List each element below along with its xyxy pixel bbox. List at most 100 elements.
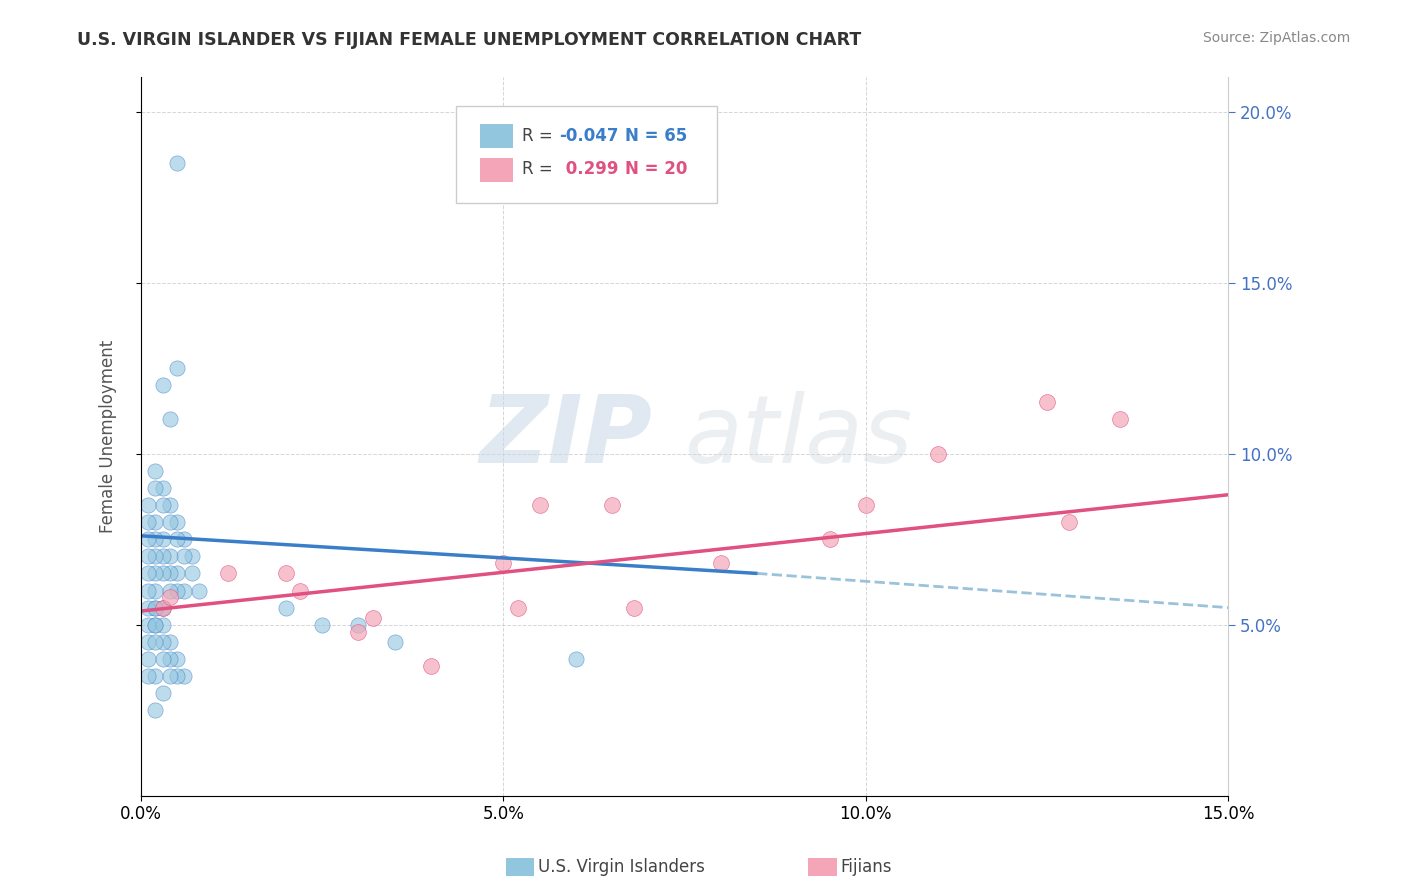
Point	[290, 583, 312, 598]
Point	[145, 600, 167, 615]
Point	[136, 515, 159, 529]
Point	[145, 549, 167, 564]
Point	[818, 533, 841, 547]
Point	[152, 481, 174, 495]
Point	[136, 600, 159, 615]
Point	[145, 600, 167, 615]
Point	[173, 533, 195, 547]
Point	[492, 556, 515, 570]
Text: Fijians: Fijians	[841, 858, 893, 876]
Point	[136, 669, 159, 683]
Point	[152, 652, 174, 666]
Point	[145, 533, 167, 547]
Point	[152, 533, 174, 547]
Point	[159, 549, 181, 564]
Point	[152, 600, 174, 615]
Point	[136, 533, 159, 547]
Point	[136, 583, 159, 598]
Point	[159, 412, 181, 426]
Point	[145, 464, 167, 478]
Point	[145, 617, 167, 632]
Text: atlas: atlas	[685, 391, 912, 482]
Point	[710, 556, 733, 570]
Point	[159, 498, 181, 512]
Point	[506, 600, 529, 615]
Point	[173, 583, 195, 598]
Text: Source: ZipAtlas.com: Source: ZipAtlas.com	[1202, 31, 1350, 45]
Point	[159, 591, 181, 605]
Point	[419, 658, 441, 673]
Point	[152, 549, 174, 564]
Point	[136, 617, 159, 632]
Point	[311, 617, 333, 632]
Text: 0.299: 0.299	[560, 161, 619, 178]
Point	[145, 635, 167, 649]
Point	[623, 600, 645, 615]
Point	[855, 498, 877, 512]
Point	[166, 515, 188, 529]
Point	[145, 566, 167, 581]
Point	[217, 566, 239, 581]
Point	[180, 549, 202, 564]
Point	[1036, 395, 1059, 409]
Text: R =: R =	[522, 161, 558, 178]
Text: R =: R =	[522, 127, 558, 145]
Point	[152, 498, 174, 512]
Point	[166, 566, 188, 581]
Point	[152, 600, 174, 615]
Point	[136, 635, 159, 649]
Point	[145, 669, 167, 683]
Point	[173, 669, 195, 683]
Text: N = 20: N = 20	[624, 161, 688, 178]
Text: U.S. Virgin Islanders: U.S. Virgin Islanders	[538, 858, 706, 876]
Point	[166, 669, 188, 683]
Y-axis label: Female Unemployment: Female Unemployment	[100, 340, 117, 533]
Point	[166, 156, 188, 170]
Point	[152, 600, 174, 615]
Point	[145, 583, 167, 598]
Point	[347, 624, 370, 639]
Text: N = 65: N = 65	[624, 127, 688, 145]
Point	[152, 378, 174, 392]
Point	[145, 481, 167, 495]
Point	[159, 669, 181, 683]
Point	[565, 652, 588, 666]
Point	[274, 600, 297, 615]
FancyBboxPatch shape	[457, 106, 717, 203]
Point	[145, 515, 167, 529]
Point	[152, 617, 174, 632]
Point	[152, 635, 174, 649]
Point	[384, 635, 406, 649]
Point	[159, 566, 181, 581]
Point	[136, 549, 159, 564]
Point	[600, 498, 623, 512]
Bar	[481, 158, 513, 182]
Text: ZIP: ZIP	[479, 391, 652, 483]
Point	[529, 498, 551, 512]
Point	[159, 635, 181, 649]
Point	[173, 549, 195, 564]
Point	[927, 447, 949, 461]
Point	[166, 652, 188, 666]
Point	[1108, 412, 1130, 426]
Point	[145, 617, 167, 632]
Point	[188, 583, 211, 598]
Point	[361, 611, 384, 625]
Text: U.S. VIRGIN ISLANDER VS FIJIAN FEMALE UNEMPLOYMENT CORRELATION CHART: U.S. VIRGIN ISLANDER VS FIJIAN FEMALE UN…	[77, 31, 862, 49]
Point	[166, 533, 188, 547]
Point	[136, 498, 159, 512]
Point	[145, 703, 167, 717]
Point	[159, 583, 181, 598]
Point	[166, 583, 188, 598]
Point	[136, 652, 159, 666]
Point	[347, 617, 370, 632]
Point	[159, 652, 181, 666]
Point	[152, 566, 174, 581]
Point	[180, 566, 202, 581]
Point	[136, 566, 159, 581]
Text: -0.047: -0.047	[560, 127, 619, 145]
Point	[1057, 515, 1080, 529]
Bar	[481, 124, 513, 148]
Point	[159, 515, 181, 529]
Point	[166, 361, 188, 376]
